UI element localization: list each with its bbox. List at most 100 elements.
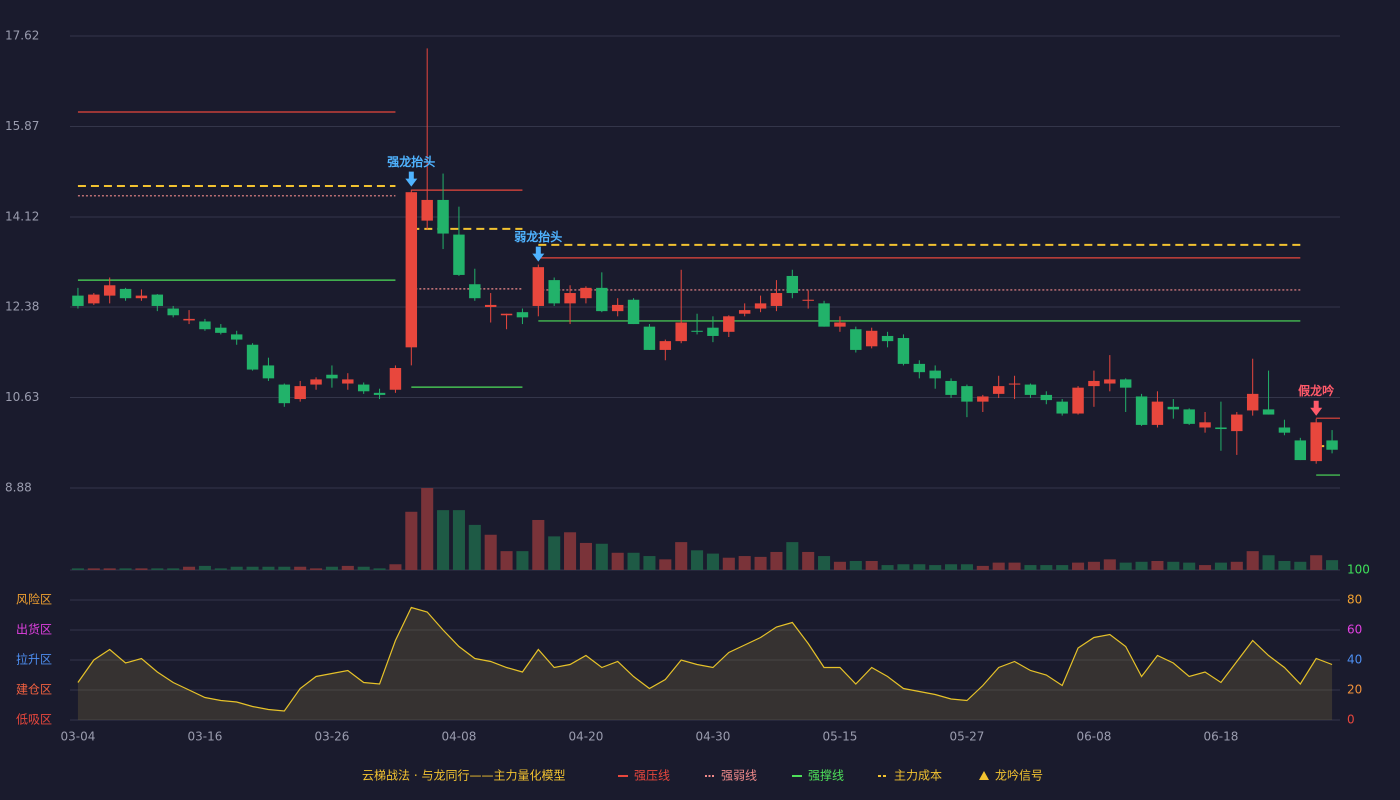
legend-title: 云梯战法 · 与龙同行——主力量化模型 xyxy=(362,769,565,783)
y-tick-label: 15.87 xyxy=(5,119,39,133)
volume-bar xyxy=(1135,561,1148,570)
volume-bar xyxy=(198,565,211,570)
x-tick-label: 03-26 xyxy=(315,730,350,744)
volume-bar xyxy=(849,560,862,570)
zone-label: 拉升区 xyxy=(16,652,52,667)
volume-bar xyxy=(1278,560,1291,570)
volume-bar xyxy=(1262,555,1275,570)
volume-bar xyxy=(71,568,84,570)
volume-bar xyxy=(294,566,307,570)
volume-bar xyxy=(706,553,719,570)
candle-body xyxy=(1310,422,1322,462)
volume-bar xyxy=(468,524,481,570)
volume-bar xyxy=(945,564,958,570)
candle-body xyxy=(1278,427,1291,433)
volume-bar xyxy=(1246,551,1259,570)
y-tick-label: 14.12 xyxy=(5,210,39,224)
candle-body xyxy=(675,322,687,342)
candle-body xyxy=(135,295,148,299)
candle-body xyxy=(1104,379,1116,384)
volume-bar xyxy=(579,542,592,570)
volume-bar xyxy=(1056,565,1069,570)
candle-body xyxy=(738,310,751,314)
legend-label: 主力成本 xyxy=(894,769,942,783)
volume-bar xyxy=(405,511,418,570)
volume-bar xyxy=(643,556,656,570)
y-tick-label: 10.63 xyxy=(5,390,39,404)
volume-bar xyxy=(1230,561,1243,570)
legend-label: 龙吟信号 xyxy=(995,768,1043,783)
candle-body xyxy=(707,327,719,336)
x-tick-label: 06-18 xyxy=(1204,730,1239,744)
candle-body xyxy=(469,284,481,299)
y-tick-label: 17.62 xyxy=(5,29,39,43)
candle-body xyxy=(1119,379,1132,388)
candle-body xyxy=(1024,384,1037,395)
volume-bar xyxy=(341,565,354,570)
candle-body xyxy=(1167,406,1180,410)
signal-label: 假龙吟 xyxy=(1298,383,1334,398)
candle-body xyxy=(881,335,894,342)
volume-bar xyxy=(373,568,386,570)
volume-bar xyxy=(1326,560,1339,570)
volume-bar xyxy=(1087,561,1100,570)
indicator-tick-label: 20 xyxy=(1347,683,1362,697)
x-tick-label: 06-08 xyxy=(1077,730,1112,744)
volume-bar xyxy=(246,566,259,570)
volume-bar xyxy=(532,519,545,570)
candle-body xyxy=(199,321,211,330)
volume-bar xyxy=(1024,565,1037,570)
candle-body xyxy=(103,285,116,296)
legend-label: 强撑线 xyxy=(808,768,844,783)
volume-bar xyxy=(1008,562,1021,570)
indicator-tick-label: 60 xyxy=(1347,623,1362,637)
volume-bar xyxy=(929,565,942,570)
volume-bar xyxy=(754,556,767,570)
candle-body xyxy=(484,304,497,307)
candle-body xyxy=(326,374,338,379)
candle-body xyxy=(294,386,306,400)
candle-body xyxy=(72,295,84,306)
candle-body xyxy=(961,386,973,402)
volume-bar xyxy=(659,559,672,570)
signal-arrow xyxy=(532,246,545,262)
candle-body xyxy=(1056,401,1068,414)
indicator-tick-label: 0 xyxy=(1347,713,1355,727)
volume-bar xyxy=(500,551,513,570)
indicator-tick-label: 100 xyxy=(1347,563,1370,577)
candle-body xyxy=(977,396,989,402)
x-tick-label: 04-30 xyxy=(696,730,731,744)
volume-bar xyxy=(833,561,846,570)
candle-body xyxy=(850,329,862,350)
candle-body xyxy=(802,299,814,301)
candle-body xyxy=(691,330,703,332)
volume-bar xyxy=(1183,562,1196,570)
candle-body xyxy=(770,293,783,306)
candle-body xyxy=(754,303,767,309)
volume-bar xyxy=(151,568,164,570)
volume-bar xyxy=(564,532,577,570)
x-tick-label: 04-08 xyxy=(442,730,477,744)
candle-body xyxy=(453,234,465,275)
volume-bar xyxy=(548,536,561,570)
candle-body xyxy=(834,322,846,327)
volume-bar xyxy=(897,564,910,570)
volume-bar xyxy=(611,552,624,570)
candle-body xyxy=(421,199,433,221)
candle-body xyxy=(373,392,386,395)
volume-bar xyxy=(738,556,751,570)
indicator-tick-label: 80 xyxy=(1347,593,1362,607)
indicator-line xyxy=(77,606,1333,712)
candle-body xyxy=(945,380,957,395)
volume-bar xyxy=(452,510,465,570)
candle-body xyxy=(786,275,799,294)
volume-bar xyxy=(437,510,450,570)
candle-body xyxy=(1215,427,1227,430)
candle-body xyxy=(278,384,291,404)
volume-bar xyxy=(1214,562,1227,570)
volume-bar xyxy=(1119,562,1132,570)
candle-body xyxy=(818,303,830,327)
candle-body xyxy=(310,379,322,385)
candle-body xyxy=(262,365,275,379)
volume-bar xyxy=(691,550,704,570)
